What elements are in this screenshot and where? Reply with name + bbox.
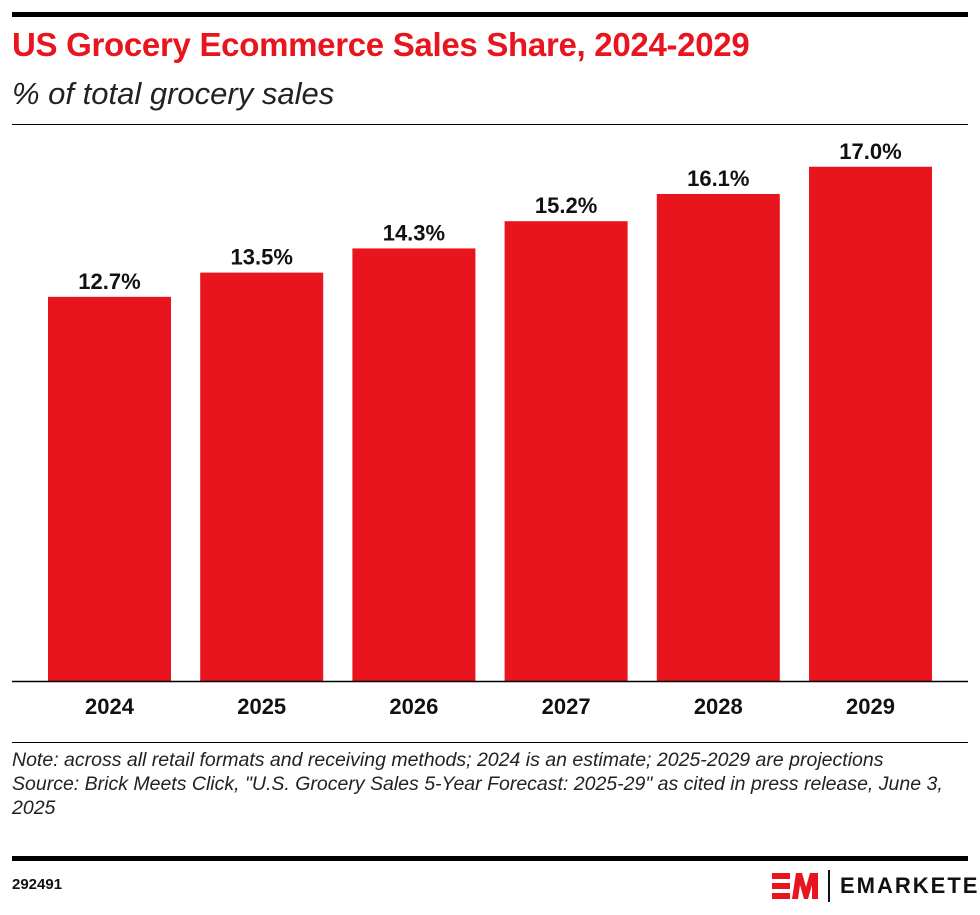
note-text: Note: across all retail formats and rece… [12, 749, 884, 771]
x-tick-label: 2024 [85, 694, 135, 719]
header-divider [12, 124, 968, 125]
chart-subtitle: % of total grocery sales [12, 76, 335, 111]
x-tick-label: 2027 [542, 694, 591, 719]
x-tick-label: 2029 [846, 694, 895, 719]
emarketer-logo: EMARKETER [772, 870, 980, 902]
data-label-2025: 13.5% [231, 245, 293, 270]
data-label-2026: 14.3% [383, 220, 445, 245]
chart-id: 292491 [12, 876, 63, 893]
x-tick-label: 2025 [237, 694, 286, 719]
bar-2024 [48, 296, 171, 681]
x-tick-label: 2028 [694, 694, 743, 719]
source-text: Source: Brick Meets Click, "U.S. Grocery… [12, 773, 943, 819]
footer-divider [12, 742, 968, 743]
bar-2029 [809, 166, 932, 681]
em-logo-icon [772, 873, 818, 899]
chart-title: US Grocery Ecommerce Sales Share, 2024-2… [12, 26, 750, 63]
bar-2025 [200, 272, 324, 681]
bar-2027 [504, 221, 628, 681]
top-rule [12, 12, 968, 17]
data-label-2029: 17.0% [839, 139, 901, 164]
bar-2028 [656, 193, 780, 681]
footnote: Note: across all retail formats and rece… [12, 748, 962, 820]
bottom-rule [12, 856, 968, 861]
brand-name: EMARKETER [840, 873, 980, 898]
bar-2026 [352, 248, 476, 682]
bar-chart: 12.7% 2024 13.5% 2025 14.3% 2026 15.2% 2027 16.1… [12, 139, 968, 719]
data-label-2028: 16.1% [687, 166, 749, 191]
data-label-2024: 12.7% [78, 269, 140, 294]
data-label-2027: 15.2% [535, 193, 597, 218]
x-tick-label: 2026 [389, 694, 438, 719]
logo-separator [828, 870, 830, 902]
